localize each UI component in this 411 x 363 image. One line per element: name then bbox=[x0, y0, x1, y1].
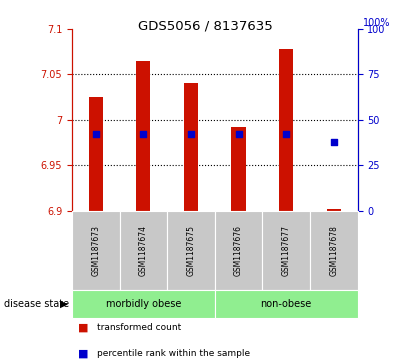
Text: ▶: ▶ bbox=[60, 299, 68, 309]
Text: ■: ■ bbox=[78, 349, 89, 359]
Bar bbox=[327, 209, 341, 211]
Text: GDS5056 / 8137635: GDS5056 / 8137635 bbox=[138, 20, 273, 33]
Point bbox=[188, 131, 194, 137]
Point bbox=[235, 131, 242, 137]
Text: ■: ■ bbox=[78, 323, 89, 333]
Bar bbox=[72, 290, 215, 318]
Text: GSM1187673: GSM1187673 bbox=[91, 225, 100, 276]
Bar bbox=[167, 211, 215, 290]
Point bbox=[283, 131, 289, 137]
Text: 100%: 100% bbox=[363, 18, 390, 28]
Text: GSM1187676: GSM1187676 bbox=[234, 225, 243, 276]
Text: GSM1187674: GSM1187674 bbox=[139, 225, 148, 276]
Point bbox=[140, 131, 147, 137]
Bar bbox=[72, 211, 120, 290]
Bar bbox=[279, 49, 293, 211]
Point bbox=[92, 131, 99, 137]
Bar bbox=[215, 211, 262, 290]
Bar bbox=[89, 97, 103, 211]
Bar bbox=[120, 211, 167, 290]
Text: morbidly obese: morbidly obese bbox=[106, 299, 181, 309]
Text: percentile rank within the sample: percentile rank within the sample bbox=[97, 350, 250, 358]
Bar bbox=[215, 290, 358, 318]
Bar bbox=[310, 211, 358, 290]
Bar bbox=[136, 61, 150, 211]
Bar bbox=[184, 83, 198, 211]
Text: disease state: disease state bbox=[4, 299, 69, 309]
Point bbox=[330, 140, 337, 146]
Text: GSM1187678: GSM1187678 bbox=[329, 225, 338, 276]
Text: GSM1187675: GSM1187675 bbox=[187, 225, 196, 276]
Text: transformed count: transformed count bbox=[97, 323, 181, 332]
Text: non-obese: non-obese bbox=[261, 299, 312, 309]
Bar bbox=[262, 211, 310, 290]
Bar bbox=[231, 127, 246, 211]
Text: GSM1187677: GSM1187677 bbox=[282, 225, 291, 276]
